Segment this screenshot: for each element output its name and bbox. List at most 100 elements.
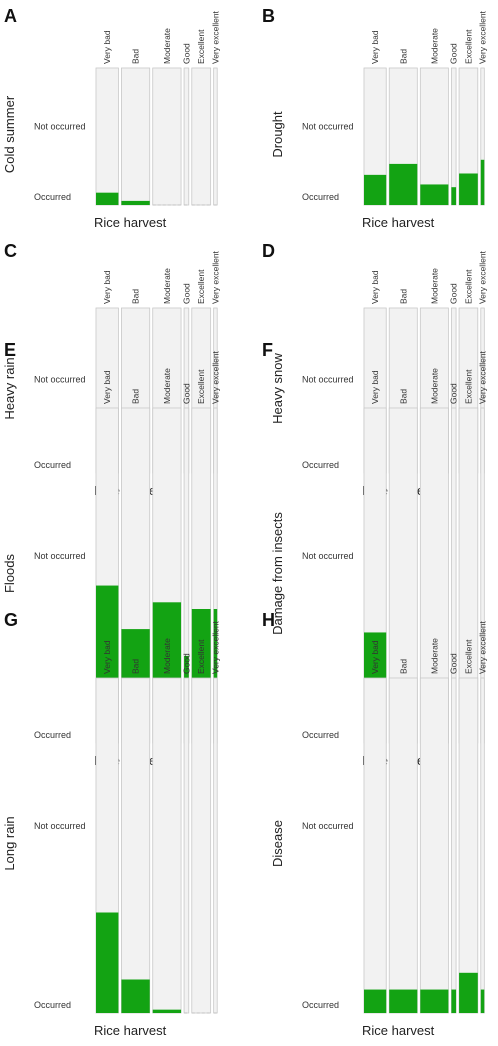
x-tick-h-1: Bad — [398, 659, 408, 674]
y-tick-occurred-h: Occurred — [302, 1000, 339, 1010]
x-tick-c-0: Very bad — [102, 270, 112, 304]
x-tick-b-1: Bad — [398, 49, 408, 64]
x-tick-g-2: Moderate — [162, 638, 172, 674]
y-variable-label-g: Long rain — [2, 816, 17, 870]
x-tick-a-4: Excellent — [196, 29, 206, 64]
cell-occurred-g-2 — [152, 1009, 182, 1013]
cell-occurred-b-5 — [480, 159, 485, 205]
panel-letter-b: B — [262, 6, 275, 26]
x-tick-f-3: Good — [449, 383, 459, 404]
x-axis-label-h: Rice harvest — [362, 1023, 435, 1038]
x-tick-g-4: Excellent — [196, 639, 206, 674]
y-tick-not-occurred-b: Not occurred — [302, 122, 354, 132]
x-tick-f-2: Moderate — [429, 368, 439, 404]
cell-not-occurred-g-1 — [121, 677, 151, 1014]
cell-not-occurred-h-4 — [458, 677, 479, 1014]
cell-not-occurred-h-2 — [419, 677, 449, 1014]
x-tick-b-2: Moderate — [429, 28, 439, 64]
x-tick-d-5: Very excellent — [478, 250, 488, 304]
x-axis-label-g: Rice harvest — [94, 1023, 167, 1038]
cell-not-occurred-a-4 — [191, 67, 212, 206]
cell-occurred-b-1 — [389, 163, 418, 205]
x-tick-f-4: Excellent — [463, 369, 473, 404]
y-tick-occurred-a: Occurred — [34, 192, 71, 202]
cell-not-occurred-h-3 — [450, 677, 457, 1014]
cell-occurred-b-2 — [420, 184, 449, 205]
panel-letter-g: G — [4, 610, 18, 630]
x-tick-d-4: Excellent — [463, 269, 473, 304]
y-variable-label-f: Damage from insects — [270, 512, 285, 635]
y-variable-label-c: Heavy rain — [2, 357, 17, 419]
y-tick-not-occurred-f: Not occurred — [302, 551, 354, 561]
panel-letter-a: A — [4, 6, 17, 26]
cell-occurred-a-0 — [96, 192, 119, 205]
x-tick-h-2: Moderate — [429, 638, 439, 674]
x-tick-c-1: Bad — [131, 289, 141, 304]
x-tick-f-1: Bad — [398, 389, 408, 404]
cell-not-occurred-a-1 — [121, 67, 151, 206]
y-tick-not-occurred-a: Not occurred — [34, 122, 86, 132]
cell-not-occurred-a-5 — [213, 67, 218, 206]
x-tick-g-1: Bad — [131, 659, 141, 674]
x-tick-h-4: Excellent — [463, 639, 473, 674]
cell-not-occurred-h-1 — [388, 677, 418, 1014]
x-tick-d-1: Bad — [398, 289, 408, 304]
x-tick-a-5: Very excellent — [210, 10, 220, 64]
x-tick-h-3: Good — [449, 653, 459, 674]
cell-occurred-b-4 — [459, 173, 478, 205]
cell-not-occurred-g-3 — [183, 677, 190, 1014]
x-tick-b-3: Good — [449, 43, 459, 64]
cell-not-occurred-h-5 — [480, 677, 485, 1014]
x-tick-d-3: Good — [449, 283, 459, 304]
y-tick-not-occurred-d: Not occurred — [302, 374, 354, 384]
y-variable-label-d: Heavy snow — [270, 352, 285, 423]
cell-occurred-a-1 — [121, 200, 150, 205]
cell-not-occurred-g-4 — [191, 677, 212, 1014]
cell-not-occurred-g-2 — [152, 677, 182, 1014]
x-tick-c-5: Very excellent — [210, 250, 220, 304]
cell-not-occurred-b-3 — [450, 67, 457, 206]
y-tick-occurred-f: Occurred — [302, 730, 339, 740]
y-variable-label-b: Drought — [270, 111, 285, 158]
cell-occurred-h-3 — [451, 989, 457, 1013]
y-tick-not-occurred-g: Not occurred — [34, 821, 86, 831]
x-tick-g-5: Very excellent — [210, 620, 220, 674]
x-tick-e-2: Moderate — [162, 368, 172, 404]
y-tick-occurred-g: Occurred — [34, 1000, 71, 1010]
x-tick-g-3: Good — [181, 653, 191, 674]
y-tick-not-occurred-c: Not occurred — [34, 374, 86, 384]
panel-letter-e: E — [4, 340, 16, 360]
cell-not-occurred-h-0 — [363, 677, 387, 1014]
cell-occurred-b-3 — [451, 187, 457, 205]
y-tick-not-occurred-h: Not occurred — [302, 821, 354, 831]
cell-occurred-g-0 — [96, 912, 119, 1013]
cell-not-occurred-a-2 — [152, 67, 182, 206]
panel-letter-f: F — [262, 340, 273, 360]
cell-occurred-h-2 — [420, 989, 449, 1013]
x-tick-e-5: Very excellent — [210, 350, 220, 404]
cell-not-occurred-a-3 — [183, 67, 190, 206]
x-tick-e-1: Bad — [131, 389, 141, 404]
x-tick-b-4: Excellent — [463, 29, 473, 64]
x-tick-a-2: Moderate — [162, 28, 172, 64]
x-tick-f-0: Very bad — [370, 370, 380, 404]
y-variable-label-h: Disease — [270, 820, 285, 867]
cell-occurred-b-0 — [364, 174, 387, 205]
cell-occurred-h-5 — [480, 989, 485, 1013]
cell-not-occurred-a-0 — [95, 67, 119, 206]
panel-letter-h: H — [262, 610, 275, 630]
y-tick-occurred-e: Occurred — [34, 730, 71, 740]
cell-occurred-g-1 — [121, 979, 150, 1013]
x-tick-a-0: Very bad — [102, 30, 112, 64]
x-axis-label-b: Rice harvest — [362, 215, 435, 230]
x-tick-c-4: Excellent — [196, 269, 206, 304]
x-tick-e-3: Good — [181, 383, 191, 404]
y-tick-occurred-b: Occurred — [302, 192, 339, 202]
x-tick-b-5: Very excellent — [478, 10, 488, 64]
x-tick-f-5: Very excellent — [478, 350, 488, 404]
x-axis-label-a: Rice harvest — [94, 215, 167, 230]
panel-letter-c: C — [4, 241, 17, 261]
x-tick-e-0: Very bad — [102, 370, 112, 404]
y-tick-not-occurred-e: Not occurred — [34, 551, 86, 561]
y-variable-label-e: Floods — [2, 553, 17, 593]
